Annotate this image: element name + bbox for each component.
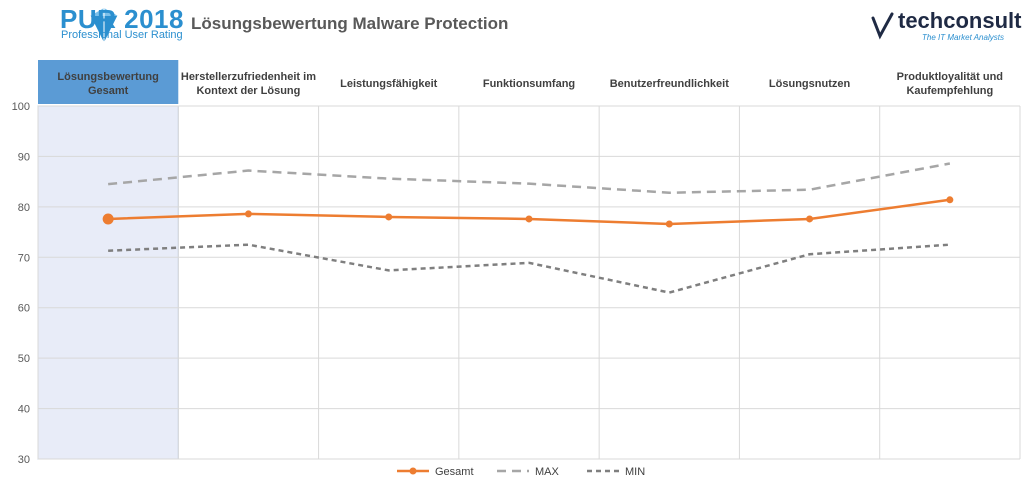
page-title: Lösungsbewertung Malware Protection <box>191 14 509 33</box>
highlight-header <box>38 60 179 104</box>
y-tick-label: 90 <box>18 151 30 163</box>
legend-label: MAX <box>535 466 560 478</box>
pur-logo-icon <box>89 8 119 45</box>
data-point <box>385 213 393 221</box>
legend-label: Gesamt <box>435 466 474 478</box>
category-label: Kontext der Lösung <box>196 85 300 97</box>
y-tick-label: 100 <box>12 101 30 113</box>
y-tick-label: 70 <box>18 252 30 264</box>
legend-label: MIN <box>625 466 645 478</box>
series-line-min <box>108 243 950 294</box>
data-point <box>102 213 114 225</box>
techconsult-logo-icon <box>871 12 894 40</box>
y-tick-label: 40 <box>18 404 30 416</box>
line-chart: Lösungsbewertung Gesamt Herstellerzufriede… <box>12 60 1021 478</box>
category-label: Produktloyalität und <box>897 71 1003 83</box>
y-tick-label: 50 <box>18 353 30 365</box>
data-point <box>946 196 954 204</box>
highlight-column <box>37 105 179 460</box>
vendor-name: techconsult <box>898 8 1022 33</box>
data-point <box>806 215 814 223</box>
data-point <box>244 210 252 218</box>
category-label: Kaufempfehlung <box>906 85 993 97</box>
category-label: Funktionsumfang <box>483 78 575 90</box>
series-line-max <box>108 162 951 194</box>
category-label: Herstellerzufriedenheit im <box>181 71 316 83</box>
category-label: Leistungsfähigkeit <box>340 78 438 90</box>
pur-title: PUR 2018 <box>60 4 184 34</box>
y-tick-label: 80 <box>18 202 30 214</box>
pur-subtitle: Professional User Rating <box>61 29 183 41</box>
y-tick-label: 30 <box>18 454 30 466</box>
category-label: Benutzerfreundlichkeit <box>610 78 730 90</box>
category-label: Gesamt <box>88 85 129 97</box>
legend-marker <box>409 467 417 475</box>
header: PUR 2018 Professional User Rating Lösung… <box>0 0 1030 58</box>
y-tick-label: 60 <box>18 303 30 315</box>
data-point <box>665 220 673 228</box>
data-point <box>525 215 533 223</box>
vendor-tagline: The IT Market Analysts <box>922 33 1004 42</box>
category-label: Lösungsnutzen <box>769 78 851 90</box>
category-label: Lösungsbewertung <box>57 71 158 83</box>
